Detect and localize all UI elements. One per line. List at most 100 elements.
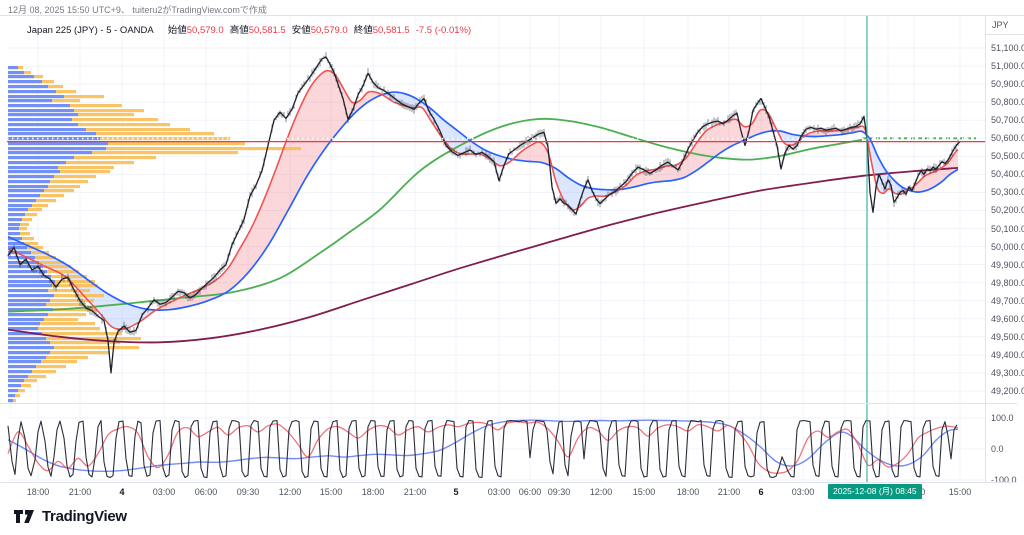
price-axis-label: 50,900.0 [991, 79, 1024, 90]
volume-profile-buy-bar [8, 332, 42, 336]
volume-profile-buy-bar [8, 118, 72, 122]
ma-ribbon-fill [550, 159, 618, 210]
time-axis-label: 03:00 [791, 487, 815, 497]
volume-profile-buy-bar [8, 142, 108, 146]
volume-profile-buy-bar [8, 218, 22, 222]
time-axis-label: 5 [453, 487, 459, 497]
volume-profile-buy-bar [8, 365, 36, 369]
volume-profile-sell-bar [20, 223, 29, 227]
time-axis-label: 18:00 [361, 487, 385, 497]
candle-wicks [7, 52, 959, 368]
volume-profile-buy-bar [8, 95, 64, 99]
price-axis-label: 49,300.0 [991, 367, 1024, 378]
volume-profile-buy-bar [8, 289, 48, 293]
volume-profile-buy-bar [8, 104, 70, 108]
symbol-title[interactable]: Japan 225 (JPY) - 5 - OANDA [27, 25, 154, 36]
price-axis-label: 49,700.0 [991, 295, 1024, 306]
volume-profile-buy-bar [8, 66, 18, 70]
volume-profile-buy-bar [8, 299, 50, 303]
close-label: 終値 [353, 25, 373, 36]
price-axis-label: 50,400.0 [991, 169, 1024, 180]
ma-ribbon-fill [908, 149, 958, 193]
volume-profile-buy-bar [8, 399, 13, 403]
volume-profile-buy-bar [8, 246, 27, 250]
volume-profile-sell-bar [18, 389, 25, 393]
volume-profile-sell-bar [96, 132, 214, 136]
green-ma-line [7, 117, 863, 313]
price-axis[interactable]: JPY 51,100.0 51,000.0 50,900.0 50,800.0 50,7… [985, 16, 1024, 501]
price-axis-label: 49,800.0 [991, 277, 1024, 288]
price-axis-label: 50,700.0 [991, 115, 1024, 126]
volume-profile-buy-bar [8, 379, 24, 383]
volume-profile-sell-bar [48, 85, 63, 89]
volume-profile-buy-bar [8, 156, 74, 160]
time-axis-label: 03:00 [487, 487, 511, 497]
volume-profile-buy-bar [8, 170, 60, 174]
volume-profile-buy-bar [8, 356, 46, 360]
volume-profile-buy-bar [8, 132, 96, 136]
volume-profile-buy-bar [8, 137, 100, 141]
volume-profile-buy-bar [8, 166, 58, 170]
currency-label[interactable]: JPY [992, 20, 1009, 30]
oscillator-pane[interactable] [7, 403, 985, 482]
marker-date-label: 2025-12-08 (月) 08:45 [828, 484, 922, 499]
volume-profile-buy-bar [8, 265, 43, 269]
volume-profile-sell-bar [35, 256, 56, 260]
volume-profile-sell-bar [21, 384, 31, 388]
volume-profile-sell-bar [72, 118, 158, 122]
volume-profile-sell-bar [44, 318, 78, 322]
main-price-pane[interactable] [7, 16, 985, 403]
volume-profile-sell-bar [108, 142, 245, 146]
time-axis[interactable]: 18:00 21:00 4 03:00 06:00 09:30 12:00 15:00 18:0… [0, 482, 1017, 501]
volume-profile-sell-bar [18, 66, 23, 70]
price-axis-label: 49,500.0 [991, 331, 1024, 342]
volume-profile-buy-bar [8, 313, 48, 317]
volume-profile-sell-bar [13, 399, 16, 403]
volume-profile-sell-bar [56, 90, 76, 94]
volume-profile-sell-bar [34, 75, 43, 79]
volume-profile-buy-bar [8, 322, 40, 326]
price-axis-label: 50,200.0 [991, 205, 1024, 216]
price-axis-label: 49,400.0 [991, 349, 1024, 360]
volume-profile-sell-bar [54, 175, 96, 179]
volume-profile-sell-bar [50, 299, 94, 303]
volume-profile-sell-bar [55, 280, 95, 284]
volume-profile-sell-bar [70, 104, 122, 108]
volume-profile-sell-bar [74, 156, 156, 160]
volume-profile-sell-bar [92, 151, 238, 155]
volume-profile-sell-bar [42, 332, 122, 336]
price-axis-label: 49,200.0 [991, 386, 1024, 396]
volume-profile-buy-bar [8, 284, 52, 288]
volume-profile-buy-bar [8, 151, 92, 155]
volume-profile-buy-bar [8, 308, 53, 312]
tradingview-branding[interactable]: TradingView [14, 508, 127, 525]
volume-profile-sell-bar [44, 189, 74, 193]
volume-profile-buy-bar [8, 185, 48, 189]
volume-profile-sell-bar [42, 80, 54, 84]
volume-profile-sell-bar [46, 303, 86, 307]
tradingview-logo-icon [14, 510, 34, 523]
volume-profile-buy-bar [8, 180, 50, 184]
volume-profile-sell-bar [64, 95, 104, 99]
volume-profile-buy-bar [8, 394, 15, 398]
volume-profile-buy-bar [8, 232, 20, 236]
volume-profile-sell-bar [32, 370, 56, 374]
volume-profile-buy-bar [8, 223, 20, 227]
time-axis-label: 6 [758, 487, 764, 497]
volume-profile-buy-bar [8, 189, 44, 193]
volume-profile-sell-bar [41, 360, 77, 364]
volume-profile-buy-bar [8, 204, 32, 208]
volume-profile-sell-bar [27, 246, 43, 250]
volume-profile-sell-bar [54, 346, 139, 350]
volume-profile-buy-bar [8, 303, 46, 307]
chart-area[interactable]: Japan 225 (JPY) - 5 - OANDA 始値50,579.0 高値5… [0, 15, 1024, 501]
volume-profile-sell-bar [46, 356, 88, 360]
pane-divider[interactable] [0, 403, 1017, 404]
volume-profile-buy-bar [8, 75, 34, 79]
price-axis-label: 50,300.0 [991, 187, 1024, 198]
volume-profile-buy-bar [8, 375, 28, 379]
volume-profile-sell-bar [40, 194, 64, 198]
volume-profile-buy-bar [8, 270, 47, 274]
chart-legend[interactable]: Japan 225 (JPY) - 5 - OANDA 始値50,579.0 高値5… [27, 22, 471, 36]
